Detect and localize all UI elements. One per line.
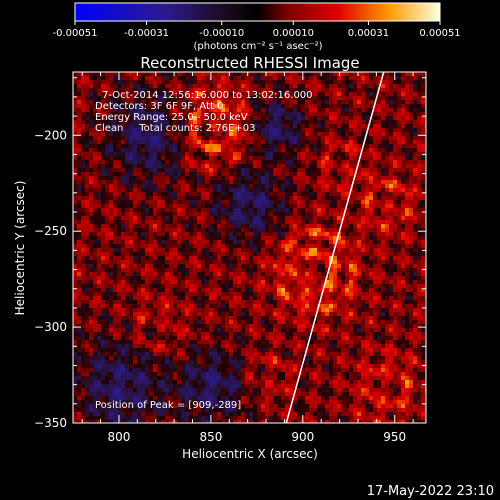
- colorbar-tick-label: 0.00010: [273, 28, 314, 39]
- x-tick-label: 800: [108, 430, 131, 444]
- heatmap-image: [73, 72, 426, 423]
- colorbar-unit-label: (photons cm⁻² s⁻¹ asec⁻²): [193, 41, 322, 52]
- colorbar-gradient: [74, 2, 441, 22]
- x-tick-label: 950: [383, 430, 406, 444]
- footer-timestamp: 17-May-2022 23:10: [367, 484, 494, 499]
- annotation-clean-counts: Clean Total counts: 2.76E+03: [95, 123, 255, 134]
- y-tick-label: −250: [34, 224, 67, 238]
- colorbar-tick-label: -0.00010: [199, 28, 244, 39]
- y-axis-label: Heliocentric Y (arcsec): [13, 181, 27, 316]
- x-tick-label: 900: [291, 430, 314, 444]
- annotation-detectors: Detectors: 3F 6F 9F, Att 0: [95, 101, 223, 112]
- colorbar-ticks: -0.00051 -0.00031 -0.00010 0.00010 0.00031 0.…: [53, 21, 461, 39]
- plot-frame: [72, 71, 427, 424]
- annotation-block: 7-Oct-2014 12:56:16.000 to 13:02:16.000 …: [95, 90, 313, 134]
- y-tick-label: −350: [34, 416, 67, 430]
- y-axis: −200 −250 −300 −350: [34, 77, 426, 430]
- colorbar-tick-label: 0.00031: [348, 28, 389, 39]
- chart-title: Reconstructed RHESSI Image: [140, 54, 359, 72]
- x-axis-label: Heliocentric X (arcsec): [182, 447, 318, 461]
- solar-limb-line: [285, 71, 385, 424]
- colorbar-tick-label: -0.00051: [53, 28, 98, 39]
- colorbar-tick-label: 0.00051: [419, 28, 460, 39]
- x-tick-label: 850: [199, 430, 222, 444]
- peak-position-label: Position of Peak = [909,-289]: [95, 400, 241, 411]
- y-tick-label: −200: [34, 128, 67, 142]
- annotation-energy-range: Energy Range: 25.0 - 50.0 keV: [95, 112, 248, 123]
- y-tick-label: −300: [34, 320, 67, 334]
- colorbar-tick-label: -0.00031: [124, 28, 169, 39]
- annotation-time-range: 7-Oct-2014 12:56:16.000 to 13:02:16.000: [102, 90, 313, 101]
- colorbar: -0.00051 -0.00031 -0.00010 0.00010 0.00031 0.…: [53, 2, 461, 52]
- x-axis: 800 850 900 950: [81, 72, 414, 444]
